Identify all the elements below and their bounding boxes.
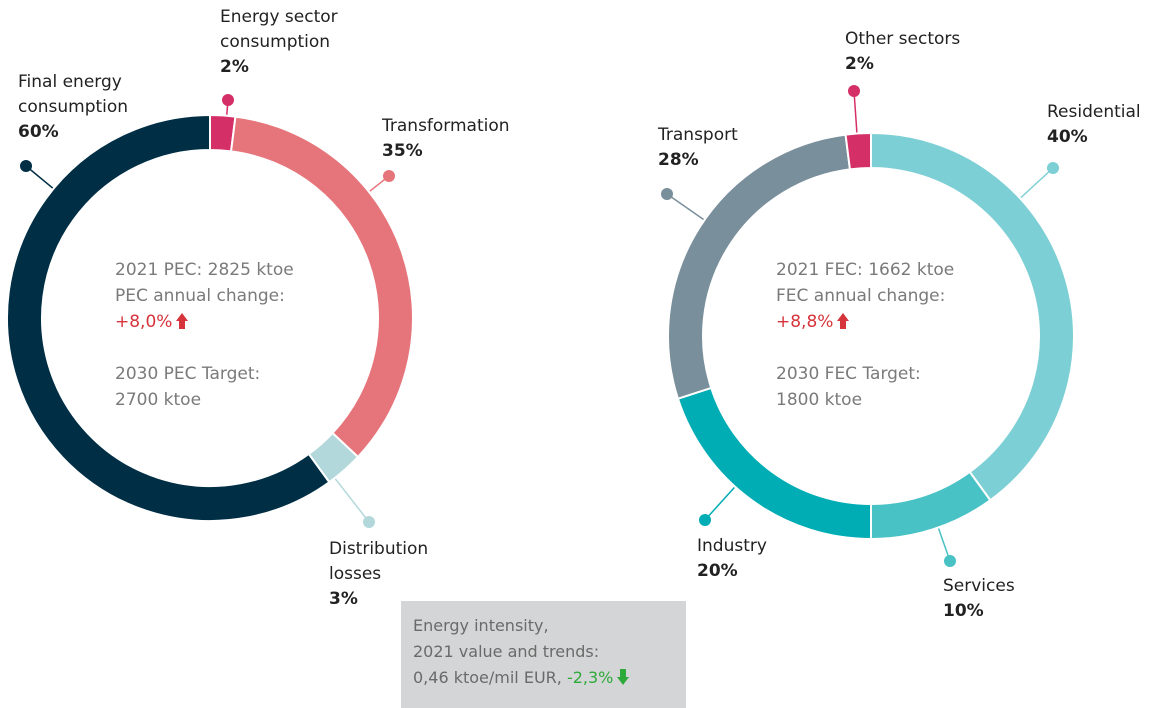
category-label: Other sectors bbox=[845, 29, 961, 49]
target-line: 2030 FEC Target: bbox=[776, 364, 921, 384]
segment-label: Final energy consumption 60% bbox=[18, 70, 168, 145]
target-line: 1800 ktoe bbox=[776, 390, 863, 410]
leader-dot bbox=[944, 555, 956, 567]
note-line: 2021 value and trends: bbox=[413, 642, 600, 661]
center-line: FEC annual change: bbox=[776, 286, 946, 306]
category-label: Distribution losses bbox=[329, 539, 429, 584]
note-change: -2,3% bbox=[566, 668, 614, 687]
center-line: 2021 FEC: 1662 ktoe bbox=[776, 260, 955, 280]
value-label: 28% bbox=[658, 150, 699, 170]
value-label: 3% bbox=[329, 589, 358, 609]
leader-dot bbox=[363, 516, 375, 528]
down-arrow bbox=[617, 669, 630, 685]
center-text: 2021 PEC: 2825 ktoe PEC annual change: +8,… bbox=[115, 257, 294, 413]
segment-label: Distribution losses 3% bbox=[329, 537, 479, 612]
note-line: 0,46 ktoe/mil EUR, -2,3% bbox=[413, 665, 674, 691]
leader-dot bbox=[20, 160, 32, 172]
leader-line bbox=[666, 193, 704, 221]
leader-line bbox=[853, 90, 858, 133]
leader-dot bbox=[848, 85, 860, 97]
donut-segment bbox=[6, 113, 331, 522]
center-change-row: +8,0% bbox=[115, 309, 294, 335]
annual-change: +8,8% bbox=[776, 312, 834, 332]
value-label: 2% bbox=[845, 54, 874, 74]
segment-label: Industry 20% bbox=[697, 534, 847, 584]
value-label: 35% bbox=[382, 141, 423, 161]
value-label: 20% bbox=[697, 561, 738, 581]
segment-label: Other sectors 2% bbox=[845, 27, 995, 77]
center-line: 2021 PEC: 2825 ktoe bbox=[115, 260, 294, 280]
segment-label: Energy sector consumption 2% bbox=[220, 5, 370, 80]
leader-dot bbox=[661, 188, 673, 200]
leader-dot bbox=[383, 170, 395, 182]
intensity-note: Energy intensity, 2021 value and trends:… bbox=[401, 601, 686, 708]
value-label: 60% bbox=[18, 122, 59, 142]
category-label: Industry bbox=[697, 536, 767, 556]
center-text: 2021 FEC: 1662 ktoe FEC annual change: +8,… bbox=[776, 257, 954, 413]
target-line: 2700 ktoe bbox=[115, 390, 202, 410]
note-value: 0,46 ktoe/mil EUR, bbox=[413, 668, 562, 687]
up-arrow bbox=[176, 313, 189, 329]
category-label: Transformation bbox=[382, 116, 510, 136]
up-arrow bbox=[837, 313, 850, 329]
note-line: Energy intensity, bbox=[413, 616, 549, 635]
category-label: Transport bbox=[658, 125, 738, 145]
segment-label: Services 10% bbox=[943, 574, 1093, 624]
donut-segment bbox=[870, 470, 992, 541]
center-change-row: +8,8% bbox=[776, 309, 954, 335]
target-line: 2030 PEC Target: bbox=[115, 364, 261, 384]
category-label: Services bbox=[943, 576, 1015, 596]
spacer bbox=[776, 335, 954, 361]
annual-change: +8,0% bbox=[115, 312, 173, 332]
spacer bbox=[115, 335, 294, 361]
value-label: 2% bbox=[220, 57, 249, 77]
category-label: Residential bbox=[1047, 102, 1141, 122]
leader-dot bbox=[1047, 162, 1059, 174]
segment-label: Transformation 35% bbox=[382, 114, 532, 164]
category-label: Final energy consumption bbox=[18, 72, 129, 117]
leader-line bbox=[704, 486, 735, 521]
value-label: 40% bbox=[1047, 127, 1088, 147]
donut-segment bbox=[844, 131, 872, 171]
category-label: Energy sector consumption bbox=[220, 7, 338, 52]
center-line: PEC annual change: bbox=[115, 286, 285, 306]
leader-dot bbox=[699, 514, 711, 526]
value-label: 10% bbox=[943, 601, 984, 621]
segment-label: Transport 28% bbox=[658, 123, 808, 173]
leader-line bbox=[1020, 167, 1054, 199]
leader-dot bbox=[222, 94, 234, 106]
leader-line bbox=[334, 478, 370, 523]
segment-label: Residential 40% bbox=[1047, 100, 1156, 150]
